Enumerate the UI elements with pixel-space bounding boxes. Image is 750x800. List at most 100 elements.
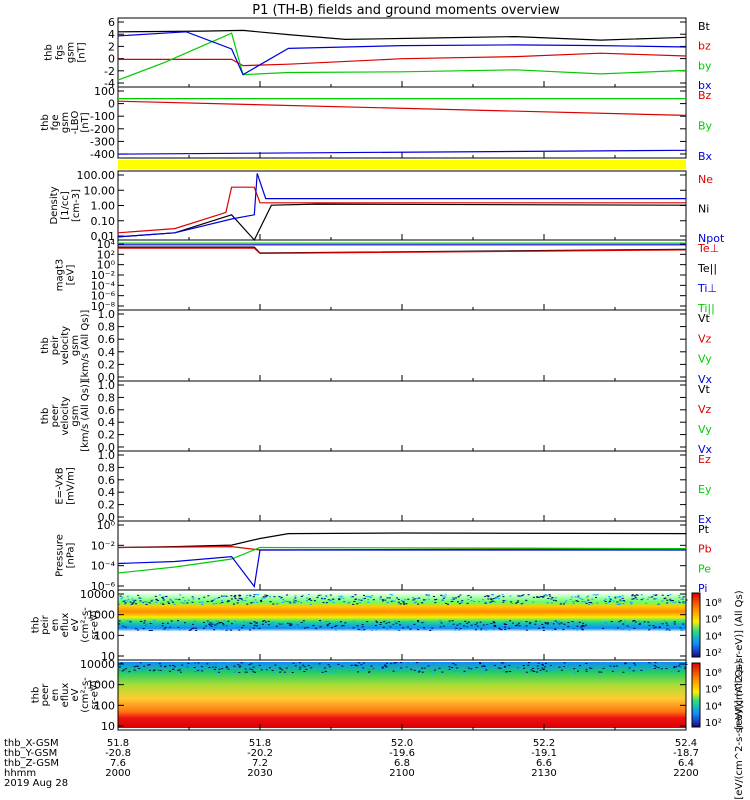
y-tick-label: 1.0 bbox=[98, 308, 116, 321]
colorbar-label: 10² bbox=[705, 648, 722, 659]
time-axis-value: -18.7 bbox=[673, 748, 699, 759]
y-tick-label: 0.2 bbox=[98, 499, 116, 512]
y-tick-label: 0.0 bbox=[98, 441, 116, 454]
colorbar-label: 10⁴ bbox=[705, 701, 722, 712]
series-line-bz bbox=[118, 52, 687, 67]
time-axis-value: 7.2 bbox=[252, 758, 268, 769]
time-axis-value: 2030 bbox=[247, 768, 272, 779]
y-axis-label: Pressure bbox=[55, 534, 66, 577]
colorbar-title: [eV/(cm^2-s-sr-eV)] (All Qs) bbox=[734, 660, 745, 799]
y-tick-label: 100 bbox=[94, 699, 115, 712]
y-tick-label: 1.0 bbox=[98, 379, 116, 392]
series-line-by bbox=[117, 32, 687, 81]
time-axis-row-label: thb_Z-GSM bbox=[4, 758, 59, 769]
y-axis-label: [nT] bbox=[77, 42, 88, 62]
panel-peir_spectrogram: 10000100010010thbpeirenefluxeV(cm²-s-sr-… bbox=[30, 588, 745, 730]
legend-entry: Ez bbox=[698, 453, 711, 466]
series-line-Pe bbox=[117, 546, 687, 574]
colorbar bbox=[691, 592, 701, 658]
y-tick-label: 0.6 bbox=[98, 333, 116, 346]
y-tick-label: 10⁰ bbox=[97, 519, 116, 532]
y-axis-label: (cm²-s- bbox=[80, 677, 91, 713]
y-tick-label: 10⁻⁸ bbox=[91, 300, 116, 313]
y-axis-label: gsm bbox=[70, 405, 81, 426]
y-axis-label: peir bbox=[40, 614, 51, 634]
y-tick-label: -300 bbox=[90, 135, 115, 148]
legend-entry: Bz bbox=[698, 89, 712, 102]
y-tick-label: 10⁴ bbox=[97, 238, 116, 251]
y-axis-label: gsm bbox=[66, 42, 77, 63]
panel-frame bbox=[117, 520, 687, 591]
time-axis-value: 51.8 bbox=[249, 738, 271, 749]
time-axis-value: 52.0 bbox=[391, 738, 413, 749]
y-axis-label: [km/s (All Qs)] bbox=[80, 310, 91, 382]
colorbar-label: 10⁸ bbox=[705, 668, 722, 679]
legend-entry: bx bbox=[698, 79, 712, 92]
y-axis-label: sr-eV) bbox=[90, 610, 101, 639]
y-axis-label: thb bbox=[40, 408, 51, 425]
y-tick-label: 0.6 bbox=[98, 404, 116, 417]
y-tick-label: -100 bbox=[90, 110, 115, 123]
y-tick-label: 0.01 bbox=[91, 230, 116, 243]
y-tick-label: 10 bbox=[101, 650, 115, 663]
time-axis-value: -20.2 bbox=[247, 748, 273, 759]
time-axis-row-label: thb_Y-GSM bbox=[4, 748, 57, 759]
legend-entry: Vz bbox=[698, 403, 712, 416]
y-tick-label: 10000 bbox=[80, 588, 115, 601]
y-tick-label: 10000 bbox=[80, 658, 115, 671]
y-axis-label: eV bbox=[70, 618, 81, 631]
legend-entry: Pt bbox=[698, 523, 710, 536]
y-tick-label: 10⁻⁴ bbox=[91, 279, 116, 292]
colorbar-label: 10⁶ bbox=[705, 615, 722, 626]
series-line-bx bbox=[117, 31, 687, 76]
y-axis-label: [eV] bbox=[66, 265, 77, 286]
spectrogram-noise bbox=[118, 662, 688, 673]
time-axis-row-label: thb_X-GSM bbox=[4, 738, 59, 749]
time-axis-value: 52.4 bbox=[675, 738, 697, 749]
y-tick-label: 4 bbox=[108, 28, 115, 41]
legend-entry: Ne bbox=[698, 173, 713, 186]
y-tick-label: 0.10 bbox=[91, 215, 116, 228]
legend-entry: By bbox=[698, 120, 713, 133]
legend-entry: by bbox=[698, 59, 712, 72]
y-tick-label: 0.4 bbox=[98, 346, 116, 359]
legend-entry: Te|| bbox=[697, 262, 717, 275]
series-line-Bt bbox=[117, 29, 687, 41]
y-axis-label: thb bbox=[30, 617, 41, 634]
panel-frame bbox=[117, 450, 687, 522]
legend-entry: Vz bbox=[698, 332, 712, 345]
time-axis-value: 7.6 bbox=[110, 758, 126, 769]
legend-entry: Te⊥ bbox=[697, 242, 719, 255]
y-tick-label: 0.8 bbox=[98, 461, 116, 474]
panel-efield: 1.00.80.60.40.20.0 E=-VxB [mV/m] Ez Ey Ex bbox=[55, 449, 712, 526]
y-axis-label: en bbox=[50, 619, 61, 632]
y-axis-label: velocity bbox=[60, 396, 71, 435]
y-axis-label: [cm-3] bbox=[71, 189, 82, 222]
panel-pressure: 10⁰ 10⁻² 10⁻⁴ 10⁻⁶ Pressure [nPa] Pt Pb Pe Pi bbox=[55, 519, 712, 595]
colorbar bbox=[691, 662, 701, 728]
y-tick-label: 10⁻² bbox=[91, 269, 115, 282]
legend-entry: Vx bbox=[698, 373, 713, 386]
y-tick-label: 10 bbox=[101, 720, 115, 733]
y-tick-label: 100 bbox=[94, 629, 115, 642]
y-axis-label: [nT] bbox=[80, 112, 91, 132]
y-axis-label: gsm bbox=[70, 335, 81, 356]
series-line-Pt bbox=[117, 532, 687, 549]
plot-title: P1 (TH-B) fields and ground moments over… bbox=[252, 3, 560, 18]
legend-entry: Pi bbox=[698, 582, 707, 595]
legend-entry: Vt bbox=[698, 383, 711, 396]
series-line-Ne bbox=[117, 186, 686, 234]
y-tick-label: 10⁻² bbox=[91, 539, 115, 552]
y-axis-label: thb bbox=[40, 114, 51, 131]
y-axis-label: thb bbox=[44, 44, 55, 61]
y-axis-label: thb bbox=[30, 687, 41, 704]
y-tick-label: -2 bbox=[104, 65, 115, 78]
y-tick-label: 0.8 bbox=[98, 391, 116, 404]
y-axis-label: velocity bbox=[60, 326, 71, 365]
panel-density: 100.00 10.00 1.00 0.10 0.01 Density [1/cc] [cm-… bbox=[49, 169, 725, 245]
y-tick-label: 0.4 bbox=[98, 416, 116, 429]
y-axis-label: magt3 bbox=[55, 259, 66, 292]
y-tick-label: 1000 bbox=[87, 679, 115, 692]
